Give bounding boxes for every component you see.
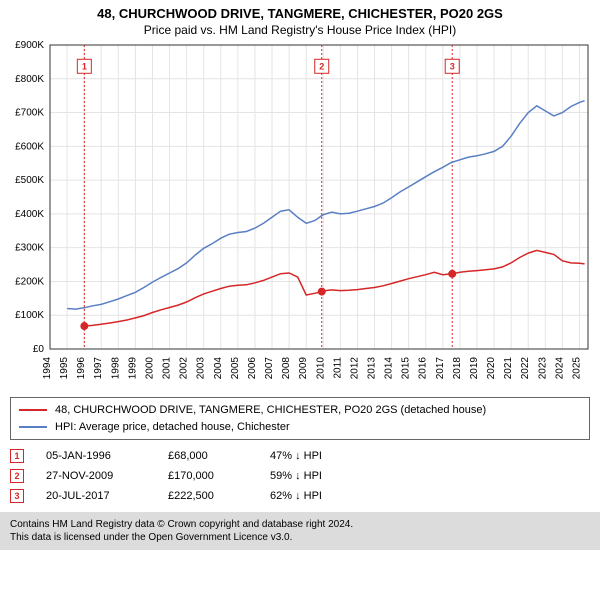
svg-text:1995: 1995: [59, 357, 70, 380]
footer-line-2: This data is licensed under the Open Gov…: [10, 531, 590, 544]
transaction-delta: 59% ↓ HPI: [270, 470, 322, 482]
svg-text:1998: 1998: [110, 357, 121, 380]
svg-text:£700K: £700K: [15, 108, 44, 119]
svg-text:£400K: £400K: [15, 209, 44, 220]
chart-legend: 48, CHURCHWOOD DRIVE, TANGMERE, CHICHEST…: [10, 397, 590, 440]
transaction-row: 1 05-JAN-1996 £68,000 47% ↓ HPI: [10, 446, 590, 466]
svg-text:2023: 2023: [537, 357, 548, 380]
legend-label-hpi: HPI: Average price, detached house, Chic…: [55, 419, 290, 436]
svg-text:2010: 2010: [315, 357, 326, 380]
svg-text:2020: 2020: [486, 357, 497, 380]
svg-text:2022: 2022: [520, 357, 531, 380]
svg-text:1997: 1997: [93, 357, 104, 380]
chart-title: 48, CHURCHWOOD DRIVE, TANGMERE, CHICHEST…: [4, 6, 596, 21]
chart-title-block: 48, CHURCHWOOD DRIVE, TANGMERE, CHICHEST…: [0, 0, 600, 39]
svg-text:2013: 2013: [367, 357, 378, 380]
legend-swatch-property: [19, 409, 47, 411]
svg-text:1999: 1999: [127, 357, 138, 380]
legend-item-property: 48, CHURCHWOOD DRIVE, TANGMERE, CHICHEST…: [19, 402, 581, 419]
chart-area: £0 £100K £200K £300K £400K £500K £600K £700K £80…: [0, 39, 600, 389]
svg-text:2008: 2008: [281, 357, 292, 380]
transaction-delta: 47% ↓ HPI: [270, 450, 322, 462]
svg-text:2007: 2007: [264, 357, 275, 380]
svg-text:1996: 1996: [76, 357, 87, 380]
transaction-date: 05-JAN-1996: [46, 450, 146, 462]
svg-text:£0: £0: [33, 344, 45, 355]
transaction-date: 20-JUL-2017: [46, 490, 146, 502]
svg-text:2006: 2006: [247, 357, 258, 380]
transaction-price: £68,000: [168, 450, 248, 462]
svg-text:2025: 2025: [571, 357, 582, 380]
svg-text:2001: 2001: [162, 357, 173, 380]
svg-text:2016: 2016: [418, 357, 429, 380]
svg-text:3: 3: [450, 61, 455, 71]
svg-text:£600K: £600K: [15, 141, 44, 152]
transaction-date: 27-NOV-2009: [46, 470, 146, 482]
svg-text:2000: 2000: [144, 357, 155, 380]
transaction-row: 3 20-JUL-2017 £222,500 62% ↓ HPI: [10, 486, 590, 506]
svg-text:1: 1: [82, 61, 87, 71]
transaction-row: 2 27-NOV-2009 £170,000 59% ↓ HPI: [10, 466, 590, 486]
transaction-marker-icon: 2: [10, 469, 24, 483]
svg-text:2014: 2014: [384, 357, 395, 380]
svg-text:2019: 2019: [469, 357, 480, 380]
chart-subtitle: Price paid vs. HM Land Registry's House …: [4, 23, 596, 37]
svg-text:£100K: £100K: [15, 310, 44, 321]
svg-text:2018: 2018: [452, 357, 463, 380]
svg-text:2017: 2017: [435, 357, 446, 380]
svg-text:2015: 2015: [401, 357, 412, 380]
svg-text:1994: 1994: [42, 357, 53, 380]
svg-text:2003: 2003: [196, 357, 207, 380]
footer-line-1: Contains HM Land Registry data © Crown c…: [10, 518, 590, 531]
svg-text:2004: 2004: [213, 357, 224, 380]
svg-text:2021: 2021: [503, 357, 514, 380]
svg-text:2002: 2002: [179, 357, 190, 380]
svg-text:2012: 2012: [349, 357, 360, 380]
svg-text:2024: 2024: [554, 357, 565, 380]
transaction-table: 1 05-JAN-1996 £68,000 47% ↓ HPI 2 27-NOV…: [10, 446, 590, 506]
transaction-marker-icon: 3: [10, 489, 24, 503]
svg-text:2011: 2011: [332, 357, 343, 379]
legend-item-hpi: HPI: Average price, detached house, Chic…: [19, 419, 581, 436]
svg-text:£500K: £500K: [15, 175, 44, 186]
transaction-price: £222,500: [168, 490, 248, 502]
transaction-marker-icon: 1: [10, 449, 24, 463]
price-chart-svg: £0 £100K £200K £300K £400K £500K £600K £700K £80…: [0, 39, 600, 389]
svg-text:£300K: £300K: [15, 243, 44, 254]
svg-text:2005: 2005: [230, 357, 241, 380]
footer-attribution: Contains HM Land Registry data © Crown c…: [0, 512, 600, 550]
svg-text:£800K: £800K: [15, 74, 44, 85]
transaction-delta: 62% ↓ HPI: [270, 490, 322, 502]
svg-text:£200K: £200K: [15, 276, 44, 287]
legend-swatch-hpi: [19, 426, 47, 428]
svg-text:2: 2: [319, 61, 324, 71]
svg-text:£900K: £900K: [15, 40, 44, 51]
legend-label-property: 48, CHURCHWOOD DRIVE, TANGMERE, CHICHEST…: [55, 402, 486, 419]
transaction-price: £170,000: [168, 470, 248, 482]
svg-text:2009: 2009: [298, 357, 309, 380]
